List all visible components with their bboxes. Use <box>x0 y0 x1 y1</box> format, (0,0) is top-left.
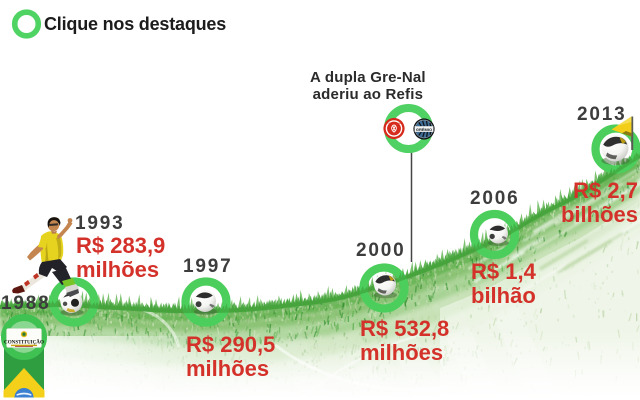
svg-text:CONSTITUIÇÃO: CONSTITUIÇÃO <box>4 337 44 345</box>
svg-text:GRÊMIO: GRÊMIO <box>416 127 432 132</box>
svg-text:INTERNACIONAL: INTERNACIONAL <box>387 122 402 125</box>
